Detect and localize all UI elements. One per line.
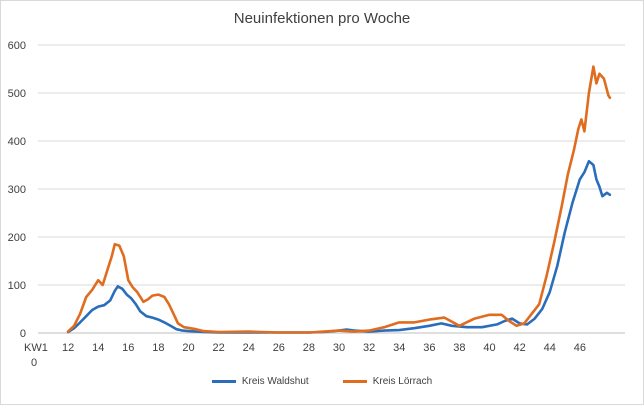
- legend-label-loerrach: Kreis Lörrach: [372, 376, 433, 387]
- x-tick-label: 38: [453, 342, 465, 354]
- x-tick-label: 40: [483, 342, 495, 354]
- x-tick-label: 16: [122, 342, 134, 354]
- y-axis-tick-labels: 0 100 200 300 400 500 600: [8, 40, 26, 340]
- chart-title: Neuinfektionen pro Woche: [233, 10, 411, 27]
- x-tick-label: 12: [62, 342, 74, 354]
- x-tick-label: 46: [574, 342, 586, 354]
- legend-item-waldshut: Kreis Waldshut: [211, 376, 309, 387]
- x-tick-label: 20: [182, 342, 194, 354]
- x-tick-label: 14: [92, 342, 104, 354]
- y-tick-label: 600: [8, 40, 26, 52]
- x-tick-label: 18: [152, 342, 164, 354]
- x-tick-label: 34: [393, 342, 405, 354]
- x-tick-label: 24: [243, 342, 255, 354]
- series-line-waldshut: [66, 159, 612, 334]
- x-axis-tick-labels: KW1 0 12 14 16 18 20 22 24 26 28 30 32 34 36 38 40 42 44 46: [24, 342, 586, 369]
- legend-swatch-loerrach: [342, 380, 367, 383]
- y-tick-label: 400: [8, 136, 26, 148]
- x-tick-label: 32: [363, 342, 375, 354]
- x-tick-label: 42: [514, 342, 526, 354]
- x-tick-label: 44: [544, 342, 556, 354]
- y-tick-label: 200: [8, 232, 26, 244]
- y-tick-label: 0: [20, 328, 26, 340]
- x-start-label: KW1: [24, 342, 48, 354]
- legend: Kreis Waldshut Kreis Lörrach: [0, 376, 644, 387]
- x-tick-label: 30: [333, 342, 345, 354]
- x-tick-label: 26: [273, 342, 285, 354]
- legend-swatch-waldshut: [211, 380, 236, 383]
- y-tick-label: 300: [8, 184, 26, 196]
- series-lines: [66, 65, 612, 334]
- series-line-loerrach: [66, 65, 612, 334]
- legend-label-waldshut: Kreis Waldshut: [241, 376, 309, 387]
- y-tick-label: 500: [8, 88, 26, 100]
- legend-item-loerrach: Kreis Lörrach: [342, 376, 433, 387]
- gridlines: [38, 44, 625, 286]
- x-tick-label: 28: [303, 342, 315, 354]
- x-tick-label: 22: [212, 342, 224, 354]
- y-tick-label: 100: [8, 280, 26, 292]
- x-tick-label: 36: [423, 342, 435, 354]
- x-start-label-line2: 0: [31, 357, 37, 369]
